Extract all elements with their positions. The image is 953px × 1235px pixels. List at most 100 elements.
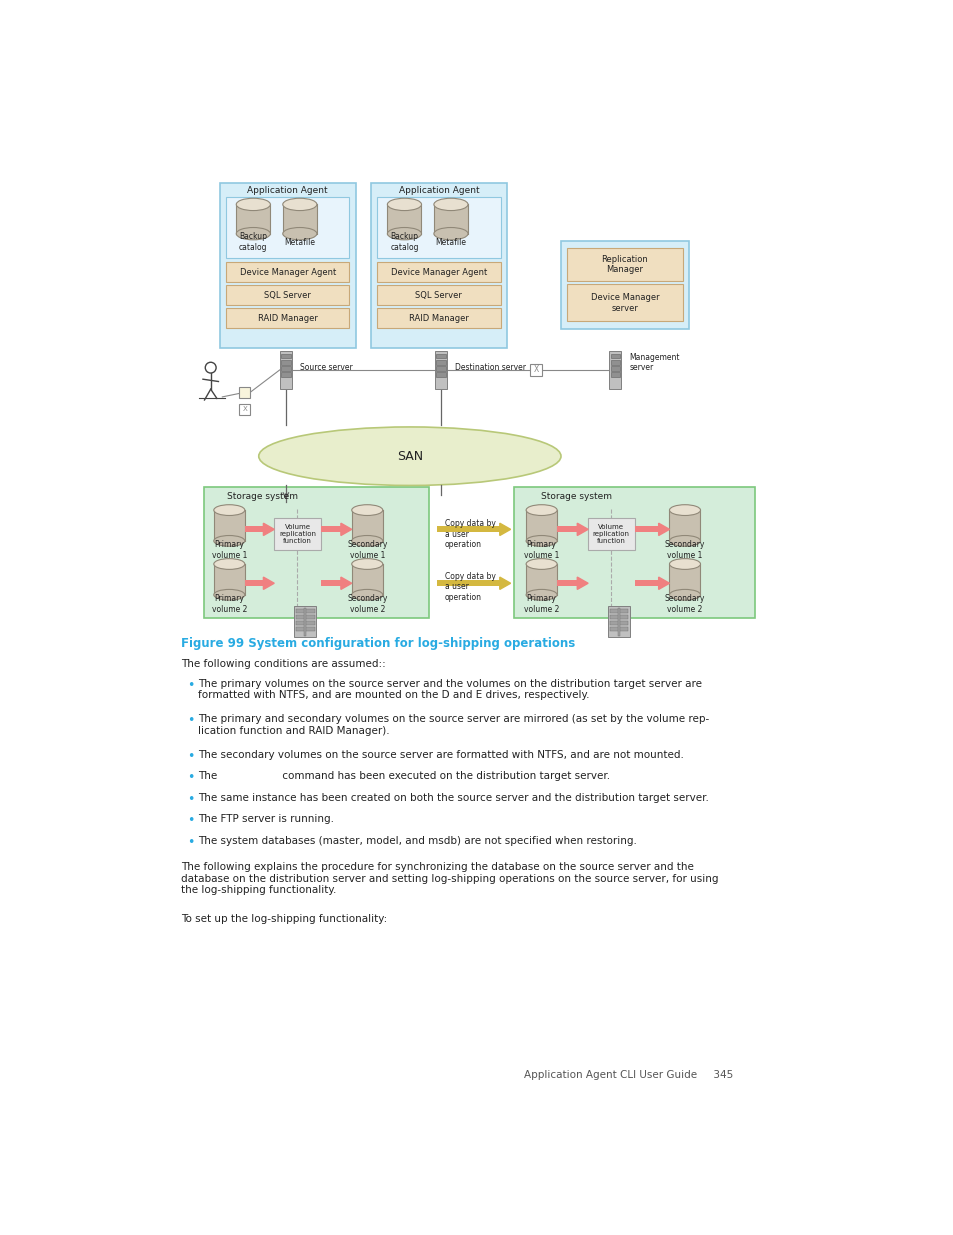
Bar xyxy=(514,487,754,618)
Ellipse shape xyxy=(258,427,560,485)
Ellipse shape xyxy=(669,589,700,600)
Text: Secondary
volume 2: Secondary volume 2 xyxy=(664,594,704,614)
Ellipse shape xyxy=(213,536,245,546)
Ellipse shape xyxy=(352,536,382,546)
Polygon shape xyxy=(577,524,587,536)
Bar xyxy=(226,309,349,329)
Bar xyxy=(436,359,445,364)
Bar xyxy=(279,351,292,389)
Text: Primary
volume 2: Primary volume 2 xyxy=(212,594,247,614)
Text: The                    command has been executed on the distribution target serv: The command has been executed on the dis… xyxy=(198,771,610,781)
Bar xyxy=(610,372,619,377)
Bar xyxy=(204,487,429,618)
Text: Storage system: Storage system xyxy=(227,492,297,500)
Bar xyxy=(587,517,634,550)
Text: The primary volumes on the source server and the volumes on the distribution tar: The primary volumes on the source server… xyxy=(198,679,701,700)
Polygon shape xyxy=(340,577,352,589)
Text: RAID Manager: RAID Manager xyxy=(409,314,468,322)
Bar xyxy=(560,241,688,330)
Polygon shape xyxy=(499,524,510,536)
Bar xyxy=(436,353,445,358)
Text: Secondary
volume 1: Secondary volume 1 xyxy=(347,541,387,559)
Bar xyxy=(226,285,349,305)
Bar xyxy=(609,615,628,619)
Bar xyxy=(352,510,382,541)
Ellipse shape xyxy=(213,589,245,600)
Bar xyxy=(274,517,320,550)
Bar xyxy=(295,615,314,619)
Ellipse shape xyxy=(387,199,421,211)
Bar xyxy=(567,284,682,321)
Bar xyxy=(608,606,629,637)
Text: Primary
volume 2: Primary volume 2 xyxy=(523,594,558,614)
Bar xyxy=(245,580,263,587)
Text: SQL Server: SQL Server xyxy=(416,290,462,300)
Bar xyxy=(387,205,421,233)
Text: The secondary volumes on the source server are formatted with NTFS, and are not : The secondary volumes on the source serv… xyxy=(198,750,683,760)
Bar xyxy=(609,609,628,613)
Text: Application Agent CLI User Guide     345: Application Agent CLI User Guide 345 xyxy=(523,1070,732,1079)
Text: Source server: Source server xyxy=(299,363,353,372)
Ellipse shape xyxy=(387,227,421,240)
Text: The same instance has been created on both the source server and the distributio: The same instance has been created on bo… xyxy=(198,793,708,803)
Bar xyxy=(609,627,628,631)
Ellipse shape xyxy=(352,558,382,569)
Text: Application Agent: Application Agent xyxy=(247,186,328,195)
Bar xyxy=(282,205,316,233)
Ellipse shape xyxy=(352,589,382,600)
Polygon shape xyxy=(263,577,274,589)
Text: Volume
replication
function: Volume replication function xyxy=(278,524,315,543)
Ellipse shape xyxy=(282,227,316,240)
Text: •: • xyxy=(187,793,194,805)
Bar xyxy=(377,309,500,329)
Text: X: X xyxy=(242,406,247,412)
Polygon shape xyxy=(577,577,587,589)
Bar xyxy=(669,510,700,541)
Bar xyxy=(295,609,314,613)
Bar xyxy=(557,526,577,532)
Bar xyxy=(610,359,619,364)
Polygon shape xyxy=(499,577,510,589)
Ellipse shape xyxy=(213,558,245,569)
Bar xyxy=(436,580,499,587)
Bar xyxy=(377,262,500,282)
Bar xyxy=(281,372,291,377)
Text: •: • xyxy=(187,679,194,692)
Ellipse shape xyxy=(525,505,557,515)
Text: Secondary
volume 1: Secondary volume 1 xyxy=(664,541,704,559)
Text: •: • xyxy=(187,814,194,827)
Bar xyxy=(634,580,658,587)
Text: X: X xyxy=(533,366,538,374)
Polygon shape xyxy=(658,577,669,589)
Bar xyxy=(320,526,340,532)
Text: Device Manager
server: Device Manager server xyxy=(590,293,659,312)
Text: RAID Manager: RAID Manager xyxy=(257,314,317,322)
Bar xyxy=(557,580,577,587)
Bar xyxy=(669,564,700,595)
Bar xyxy=(377,285,500,305)
Ellipse shape xyxy=(236,199,270,211)
Ellipse shape xyxy=(236,227,270,240)
Ellipse shape xyxy=(525,536,557,546)
Ellipse shape xyxy=(434,199,468,211)
Text: •: • xyxy=(187,771,194,784)
Bar xyxy=(281,359,291,364)
Bar xyxy=(377,196,500,258)
Polygon shape xyxy=(340,524,352,536)
Text: Volume
replication
function: Volume replication function xyxy=(592,524,629,543)
Text: The FTP server is running.: The FTP server is running. xyxy=(198,814,334,824)
Bar xyxy=(435,351,447,389)
Polygon shape xyxy=(263,524,274,536)
Text: Backup
catalog: Backup catalog xyxy=(239,232,267,252)
Bar xyxy=(610,353,619,358)
Bar xyxy=(352,564,382,595)
Bar xyxy=(609,621,628,625)
Bar xyxy=(434,205,468,233)
Bar xyxy=(239,387,250,398)
Bar xyxy=(618,608,619,636)
Bar xyxy=(634,526,658,532)
Ellipse shape xyxy=(525,558,557,569)
Text: Destination server: Destination server xyxy=(455,363,525,372)
Bar xyxy=(436,366,445,370)
Text: Management
server: Management server xyxy=(629,352,679,372)
